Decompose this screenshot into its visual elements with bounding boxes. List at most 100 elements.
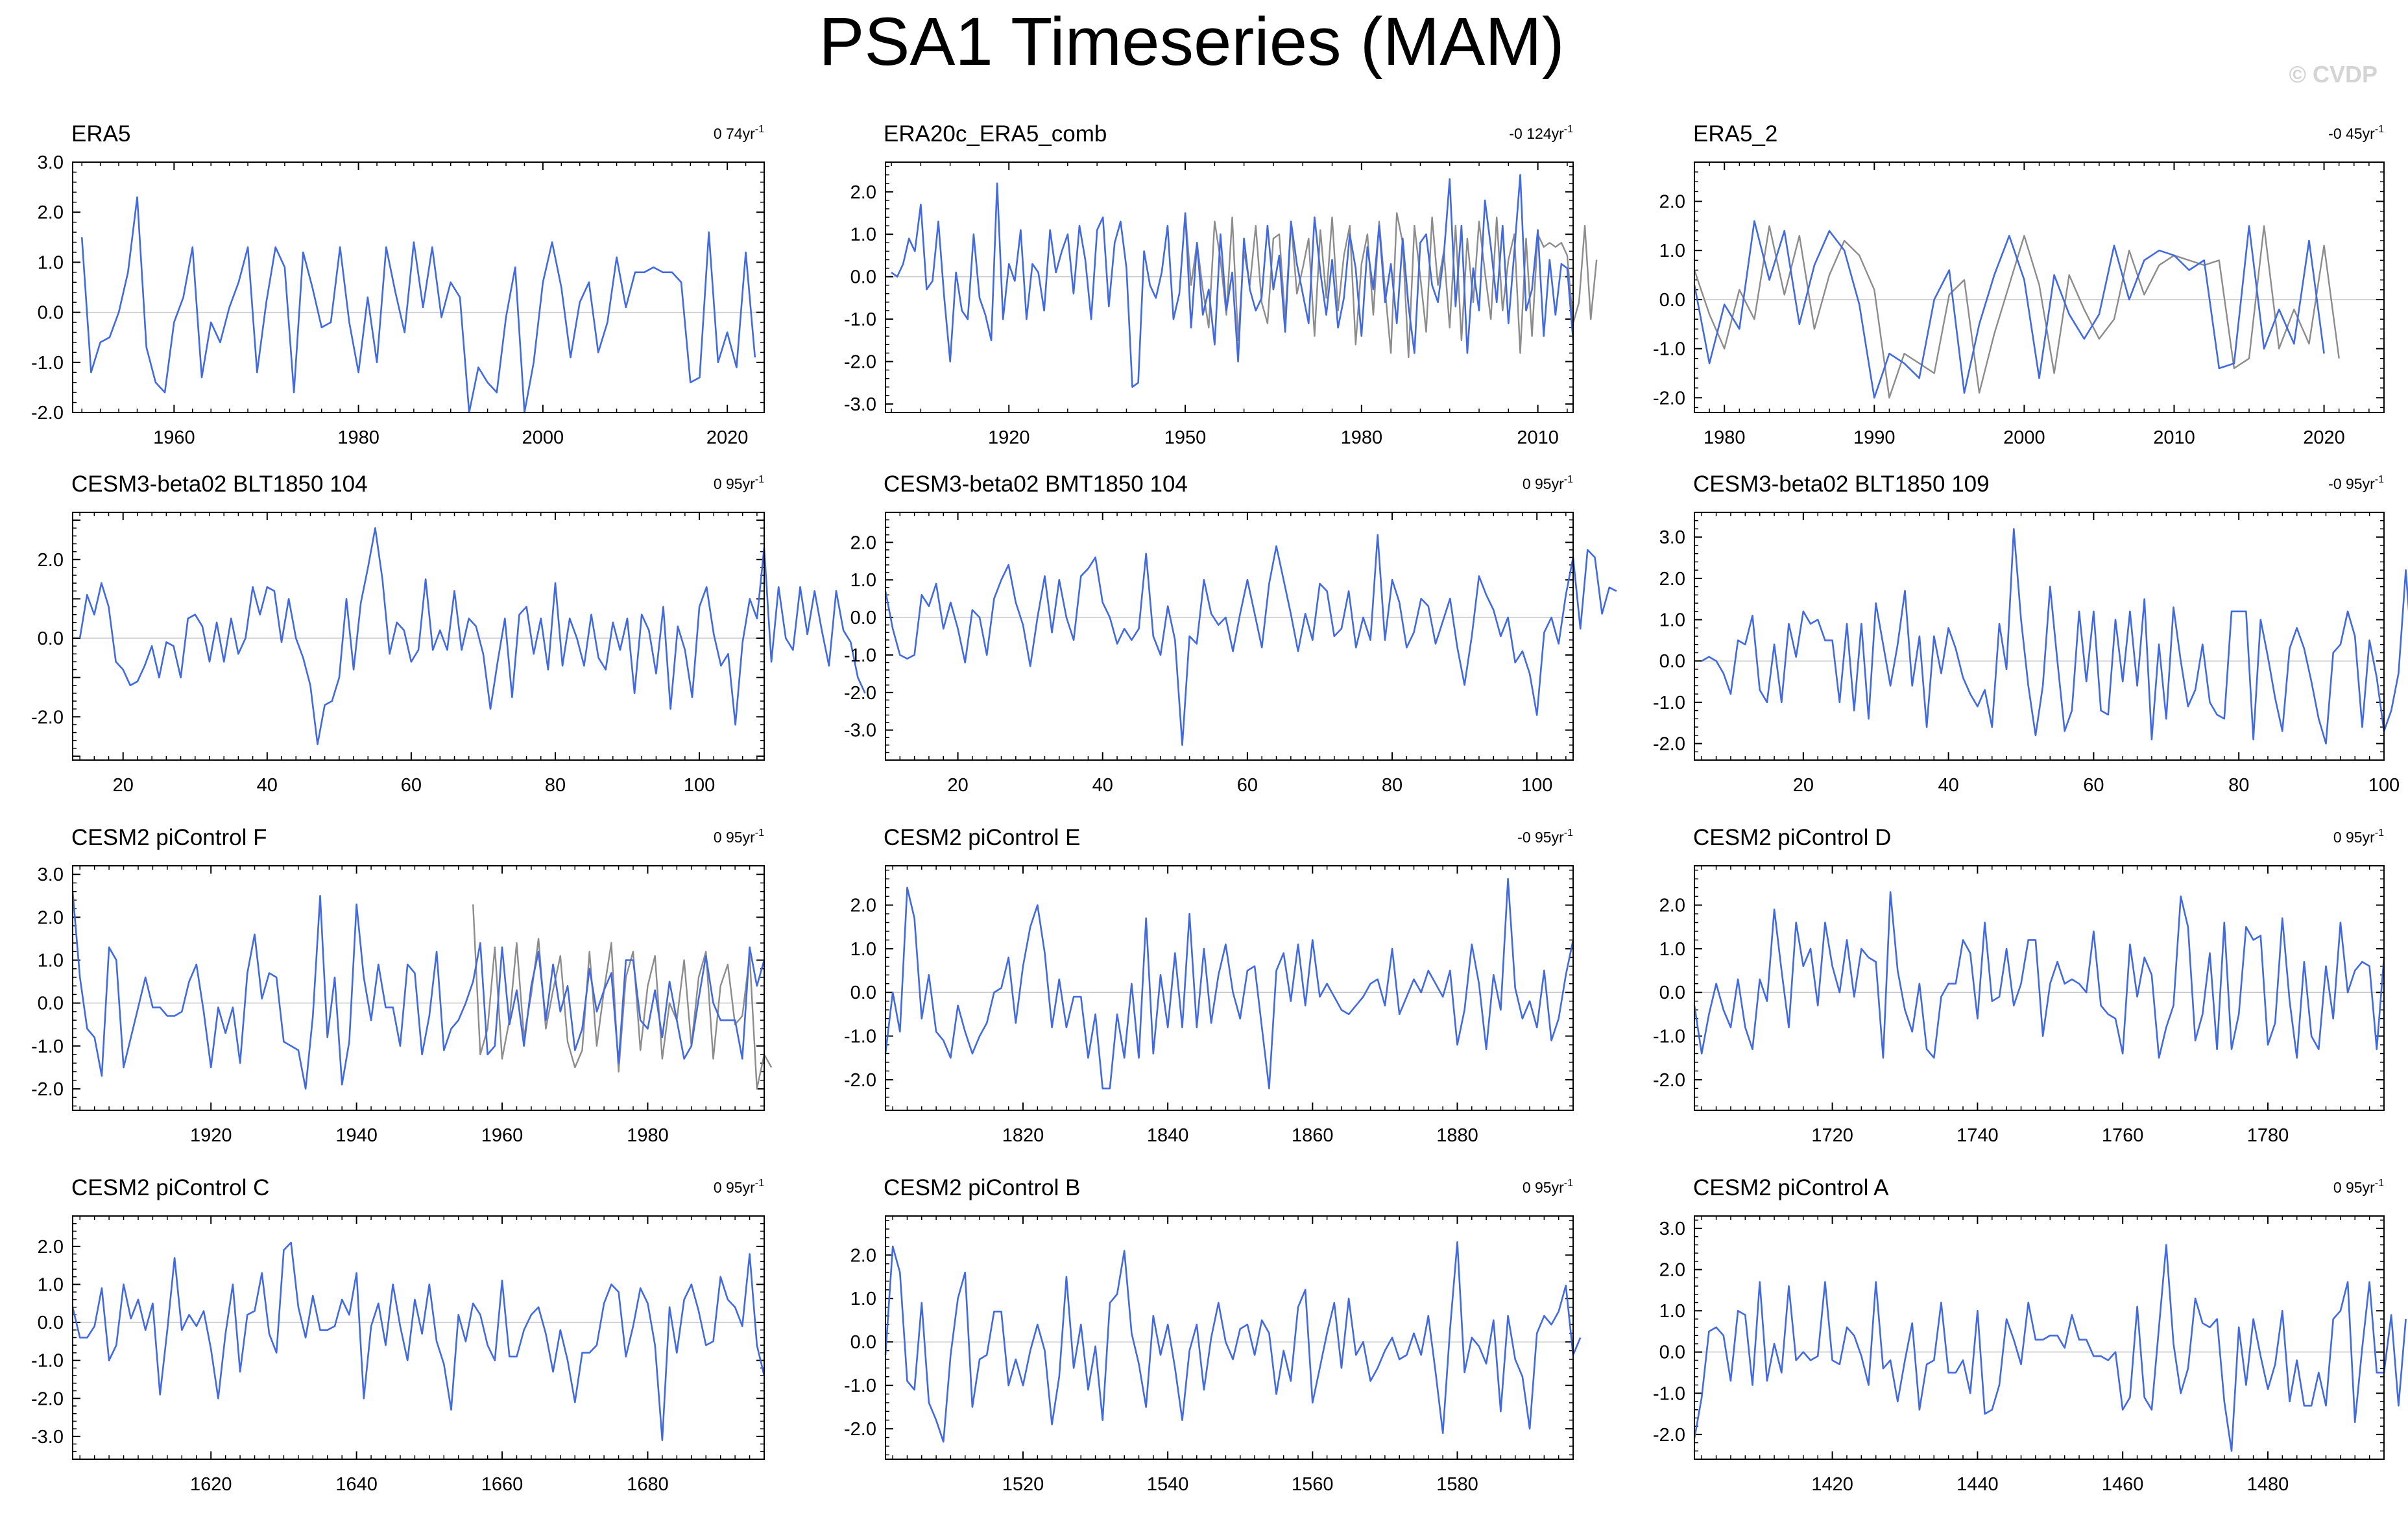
trend-label: 0 95yr-1 <box>2333 1178 2384 1196</box>
trend-exponent: -1 <box>2375 1178 2384 1189</box>
x-tick-label: 1640 <box>335 1474 378 1495</box>
x-tick-label: 1560 <box>1292 1474 1334 1495</box>
x-tick-label: 1980 <box>337 427 379 448</box>
trend-value: 0 95yr <box>714 829 755 846</box>
y-tick-label: -2.0 <box>31 707 64 728</box>
x-tick-label: 1580 <box>1436 1474 1478 1495</box>
y-tick-label: -2.0 <box>1653 1070 1685 1091</box>
panel-title: CESM2 piControl D <box>1693 825 1891 850</box>
trend-label: 0 95yr-1 <box>714 828 764 846</box>
series-line-blue <box>884 877 1574 1090</box>
timeseries-panel: CESM2 piControl A 0 95yr-1 3.0 2.0 1.0 0.0 -1.… <box>1653 1175 2407 1495</box>
y-tick-label: 0.0 <box>850 267 876 288</box>
y-tick-label: -1.0 <box>1653 339 1685 360</box>
x-tick-label: 1920 <box>988 427 1030 448</box>
y-tick-label: 2.0 <box>1659 1260 1685 1281</box>
x-tick-label: 1960 <box>153 427 195 448</box>
y-tick-label: -2.0 <box>31 1079 64 1100</box>
y-tick-label: 2.0 <box>38 550 64 571</box>
y-tick-label: -1.0 <box>1653 693 1685 713</box>
y-tick-label: 3.0 <box>38 152 64 173</box>
y-tick-label: 2.0 <box>38 1237 64 1258</box>
panel-title: CESM3-beta02 BMT1850 104 <box>884 471 1188 497</box>
x-tick-label: 100 <box>1521 775 1552 796</box>
trend-label: 0 95yr-1 <box>714 1178 764 1196</box>
y-tick-label: -2.0 <box>844 1419 876 1440</box>
y-tick-label: -1.0 <box>31 353 64 374</box>
y-tick-label: -3.0 <box>844 721 876 741</box>
trend-label: -0 45yr-1 <box>2328 124 2384 142</box>
timeseries-panel: ERA20c_ERA5_comb -0 124yr-1 2.0 1.0 0.0 -1.0 -… <box>844 121 1598 448</box>
x-tick-label: 1760 <box>2102 1125 2144 1146</box>
y-tick-label: 3.0 <box>1659 1219 1685 1239</box>
timeseries-panel: CESM2 piControl D 0 95yr-1 2.0 1.0 0.0 -1.0 -2… <box>1653 825 2385 1146</box>
plot-frame <box>72 1215 765 1460</box>
plot-frame <box>885 865 1574 1111</box>
x-tick-label: 2010 <box>2153 427 2195 448</box>
x-tick-label: 1990 <box>1853 427 1896 448</box>
y-tick-label: -2.0 <box>844 1070 876 1091</box>
trend-exponent: -1 <box>1564 828 1573 839</box>
y-tick-label: 0.0 <box>38 1313 64 1333</box>
y-tick-label: 1.0 <box>1659 1301 1685 1322</box>
trend-exponent: -1 <box>755 1178 764 1189</box>
plot-frame <box>1694 512 2385 761</box>
x-tick-label: 80 <box>545 775 566 796</box>
x-tick-label: 1520 <box>1002 1474 1044 1495</box>
x-tick-label: 1460 <box>2102 1474 2144 1495</box>
plot-frame <box>1694 161 2385 413</box>
trend-value: -0 95yr <box>1517 829 1564 846</box>
series-line-gray <box>1184 212 1598 359</box>
trend-exponent: -1 <box>755 474 764 485</box>
x-tick-label: 60 <box>2083 775 2104 796</box>
panel-title: CESM3-beta02 BLT1850 109 <box>1693 471 1990 497</box>
y-tick-label: -2.0 <box>1653 388 1685 409</box>
plot-frame <box>72 512 765 761</box>
trend-label: 0 95yr-1 <box>2333 828 2384 846</box>
y-tick-label: 2.0 <box>850 896 876 916</box>
x-tick-label: 40 <box>1938 775 1958 796</box>
trend-value: 0 74yr <box>714 125 755 142</box>
series-line-blue <box>884 1241 1582 1443</box>
y-tick-label: 3.0 <box>1659 527 1685 548</box>
timeseries-panel: CESM2 piControl E -0 95yr-1 2.0 1.0 0.0 -1.0 -… <box>844 825 1574 1146</box>
series-line-blue <box>1693 220 2325 399</box>
y-tick-label: 2.0 <box>1659 192 1685 213</box>
panel-title: CESM2 piControl F <box>71 825 267 850</box>
y-tick-label: 2.0 <box>850 1245 876 1266</box>
x-tick-label: 1980 <box>627 1125 669 1146</box>
series-line-blue <box>1701 528 2408 745</box>
series-line-blue <box>1693 1244 2407 1452</box>
y-tick-label: 0.0 <box>850 983 876 1003</box>
trend-label: 0 95yr-1 <box>1523 1178 1573 1196</box>
series-line-blue <box>1693 891 2385 1059</box>
timeseries-panel: ERA5_2 -0 45yr-1 2.0 1.0 0.0 -1.0 -2.0 1980 1990… <box>1653 121 2385 448</box>
x-tick-label: 1840 <box>1147 1125 1189 1146</box>
y-tick-label: -1.0 <box>844 645 876 666</box>
trend-exponent: -1 <box>2375 124 2384 135</box>
y-tick-label: -1.0 <box>1653 1027 1685 1047</box>
trend-label: 0 95yr-1 <box>714 474 764 492</box>
trend-value: -0 124yr <box>1509 125 1564 142</box>
panel-title: CESM2 piControl C <box>71 1175 269 1200</box>
trend-value: 0 95yr <box>2333 829 2375 846</box>
x-tick-label: 1720 <box>1811 1125 1853 1146</box>
y-tick-label: -1.0 <box>31 1351 64 1372</box>
y-tick-label: 2.0 <box>1659 569 1685 590</box>
timeseries-panel: CESM3-beta02 BMT1850 104 0 95yr-1 2.0 1.0 0.… <box>844 471 1617 796</box>
trend-value: 0 95yr <box>714 475 755 492</box>
panel-title: ERA5_2 <box>1693 121 1777 147</box>
series-line-blue <box>78 527 866 745</box>
x-tick-label: 1780 <box>2247 1125 2289 1146</box>
y-tick-label: 2.0 <box>850 182 876 203</box>
timeseries-panel: ERA5 0 74yr-1 3.0 2.0 1.0 0.0 -1.0 -2.0 1960 1980… <box>31 121 765 448</box>
y-tick-label: -2.0 <box>1653 1425 1685 1446</box>
x-tick-label: 60 <box>401 775 422 796</box>
plot-frame <box>72 865 765 1111</box>
trend-label: 0 74yr-1 <box>714 124 764 142</box>
trend-exponent: -1 <box>1564 124 1573 135</box>
y-tick-label: -2.0 <box>1653 734 1685 755</box>
trend-exponent: -1 <box>2375 828 2384 839</box>
trend-value: -0 45yr <box>2328 125 2375 142</box>
